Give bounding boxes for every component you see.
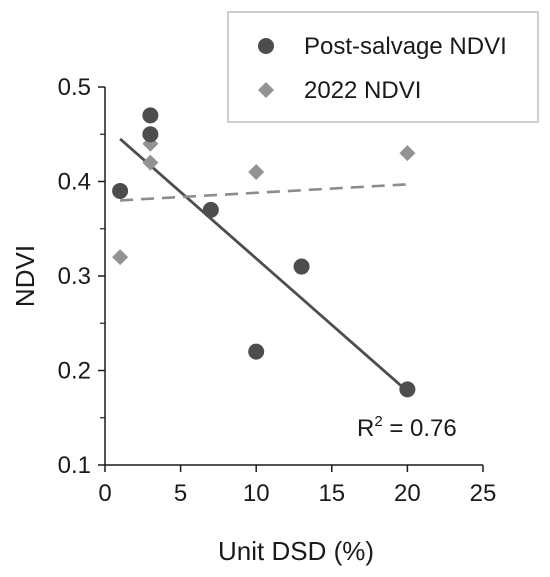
x-ticks: 0 5 10 15 20 25 — [98, 465, 496, 507]
r-squared-value: = 0.76 — [383, 415, 457, 442]
y-tick-label: 0.4 — [58, 169, 91, 196]
x-tick-label: 5 — [174, 480, 187, 507]
2022-ndvi-point — [248, 164, 265, 181]
legend-box — [227, 11, 539, 123]
legend-label: 2022 NDVI — [304, 77, 421, 104]
post-salvage-ndvi-point — [399, 381, 416, 398]
legend-circle-marker — [258, 38, 274, 54]
post-salvage-ndvi-point — [142, 107, 159, 124]
x-tick-label: 20 — [394, 480, 421, 507]
r-squared-superscript: 2 — [374, 413, 382, 430]
x-tick-label: 10 — [243, 480, 270, 507]
post-salvage-ndvi-point — [293, 258, 310, 275]
post-salvage-ndvi-point — [202, 201, 219, 218]
r-squared-base: R — [357, 415, 374, 442]
x-axis-title: Unit DSD (%) — [218, 536, 374, 566]
2022-ndvi-point — [112, 249, 129, 266]
2022-ndvi-point — [142, 154, 159, 171]
2022-ndvi-point — [399, 145, 416, 162]
legend-diamond-marker — [258, 82, 274, 98]
post-salvage-ndvi-point — [142, 126, 159, 143]
trendline — [120, 183, 408, 202]
legend-label: Post-salvage NDVI — [304, 33, 507, 60]
legend-items: Post-salvage NDVI 2022 NDVI — [258, 33, 507, 104]
trendlines — [119, 137, 409, 393]
post-salvage-ndvi-point — [112, 182, 129, 199]
x-tick-label: 0 — [98, 480, 111, 507]
y-tick-label: 0.5 — [58, 74, 91, 101]
x-tick-label: 25 — [470, 480, 497, 507]
y-tick-label: 0.2 — [58, 358, 91, 385]
y-tick-label: 0.3 — [58, 263, 91, 290]
data-points — [112, 107, 416, 398]
y-tick-label: 0.1 — [58, 452, 91, 479]
axes — [104, 87, 483, 466]
r-squared-annotation: R2 = 0.76 — [357, 413, 457, 442]
y-axis-title: NDVI — [10, 245, 40, 307]
legend: Post-salvage NDVI 2022 NDVI — [227, 11, 539, 123]
y-ticks: 0.1 0.2 0.3 0.4 0.5 — [58, 74, 105, 479]
x-tick-label: 15 — [318, 480, 345, 507]
post-salvage-ndvi-point — [248, 343, 265, 360]
trendline — [119, 137, 409, 393]
